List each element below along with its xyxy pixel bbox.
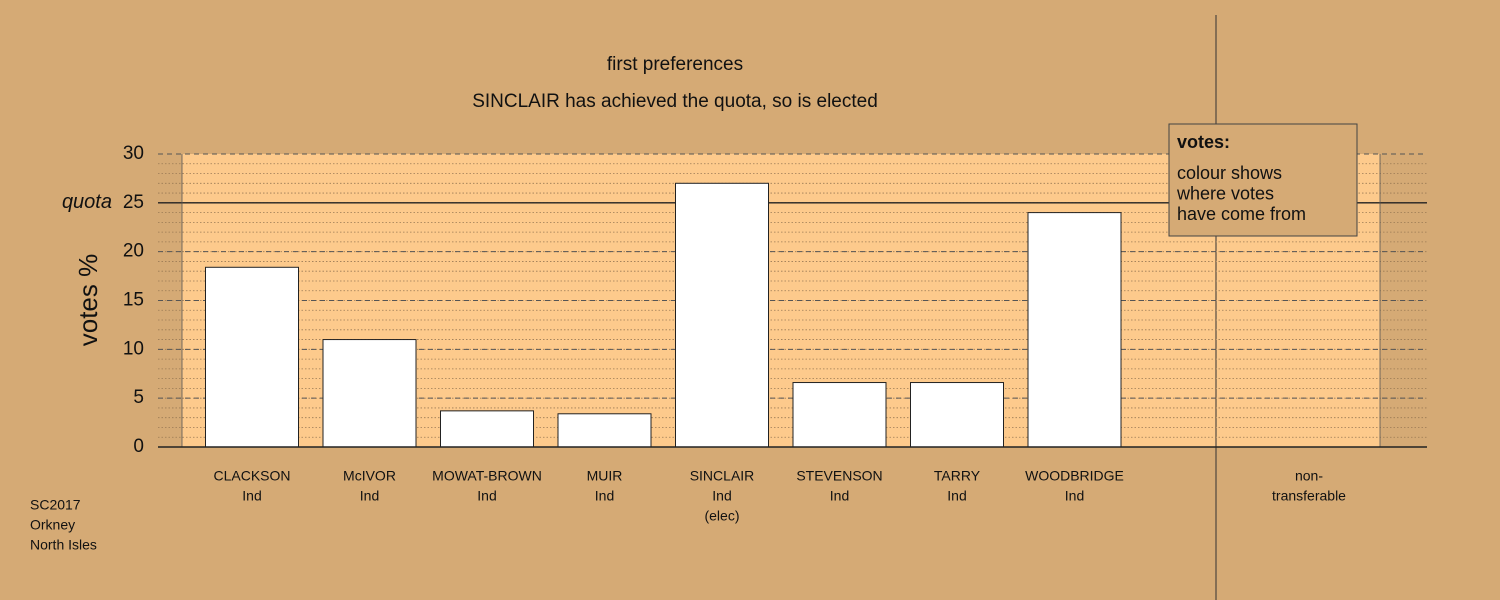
bar — [1027, 212, 1122, 448]
x-tick-label: (elec) — [704, 508, 739, 524]
x-tick-label: Ind — [477, 488, 496, 504]
x-tick-label: CLACKSON — [213, 468, 290, 484]
y-tick-label: 20 — [123, 241, 144, 262]
x-tick-label: McIVOR — [343, 468, 396, 484]
y-tick-label: 30 — [123, 143, 144, 164]
x-tick-label: transferable — [1272, 488, 1346, 504]
x-tick-label: STEVENSON — [796, 468, 882, 484]
x-tick-label: SINCLAIR — [690, 468, 755, 484]
bar — [675, 182, 769, 448]
y-tick-label: 10 — [123, 338, 144, 359]
y-axis-label: votes % — [73, 254, 103, 347]
bar — [792, 382, 887, 448]
y-tick-label: 25 — [123, 192, 144, 213]
x-tick-label: Ind — [360, 488, 379, 504]
legend-text: where votes — [1176, 183, 1274, 203]
y-tick-label: 5 — [133, 387, 144, 408]
bar — [440, 410, 534, 448]
legend-box — [1168, 123, 1358, 237]
quota-label: quota — [62, 191, 112, 213]
legend-text: colour shows — [1177, 163, 1282, 183]
x-tick-label: Ind — [1065, 488, 1084, 504]
x-tick-label: TARRY — [934, 468, 981, 484]
y-tick-label: 15 — [123, 290, 144, 311]
x-tick-label: MOWAT-BROWN — [432, 468, 542, 484]
y-tick-label: 0 — [133, 436, 144, 457]
x-tick-label: MUIR — [587, 468, 623, 484]
x-tick-label: Ind — [712, 488, 731, 504]
x-tick-label: Ind — [595, 488, 614, 504]
x-tick-label: Ind — [242, 488, 261, 504]
bar — [205, 266, 299, 448]
footnote: SC2017 — [30, 497, 81, 513]
x-tick-label: WOODBRIDGE — [1025, 468, 1124, 484]
legend-title: votes: — [1177, 132, 1230, 152]
bar — [910, 382, 1004, 448]
bar — [322, 339, 417, 448]
x-tick-label: non- — [1295, 468, 1323, 484]
legend-text: have come from — [1177, 204, 1306, 224]
x-tick-label: Ind — [830, 488, 849, 504]
footnote: North Isles — [30, 537, 97, 553]
bar — [557, 413, 652, 448]
chart-subtitle: SINCLAIR has achieved the quota, so is e… — [472, 91, 878, 112]
chart-title: first preferences — [607, 54, 743, 75]
footnote: Orkney — [30, 517, 75, 533]
x-tick-label: Ind — [947, 488, 966, 504]
